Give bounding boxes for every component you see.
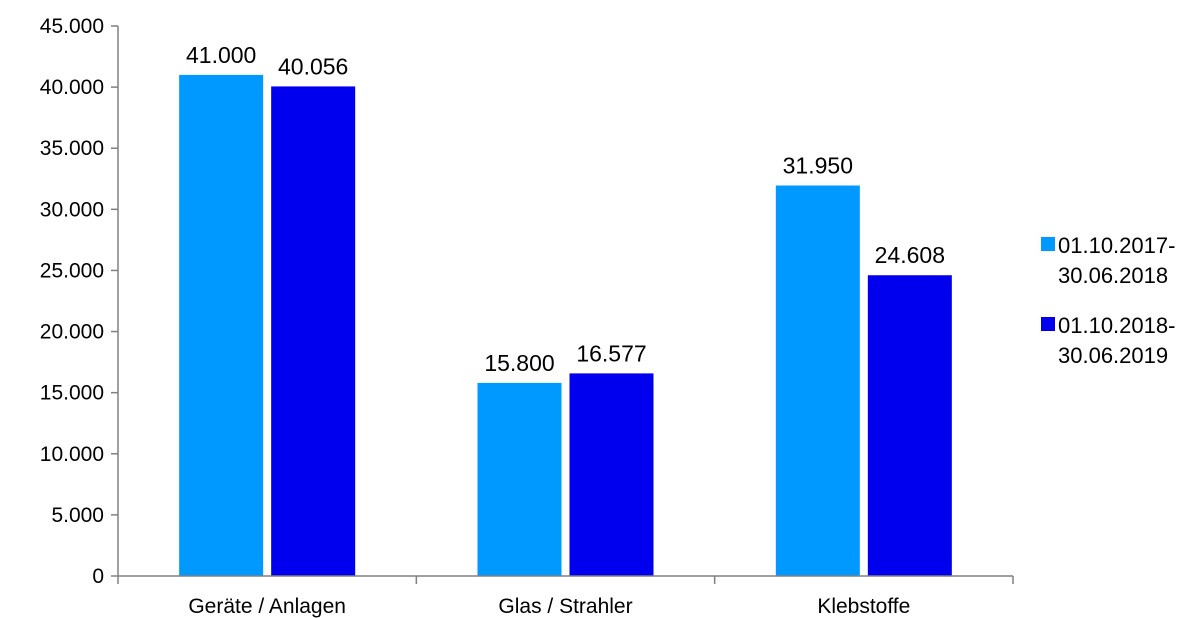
legend-label: 01.10.2017- — [1058, 233, 1175, 258]
y-tick-label: 25.000 — [40, 259, 104, 282]
x-category-label: Klebstoffe — [817, 595, 910, 618]
y-tick-label: 10.000 — [40, 443, 104, 466]
y-tick-label: 0 — [92, 565, 104, 588]
axes-group — [117, 26, 1013, 577]
bars-group — [179, 74, 952, 576]
bar-value-label: 16.577 — [576, 340, 646, 366]
bar — [775, 185, 860, 576]
legend-label: 01.10.2018- — [1058, 313, 1175, 338]
bar — [271, 86, 356, 576]
legend: 01.10.2017- 30.06.2018 01.10.2018- 30.06.20… — [1041, 233, 1175, 368]
y-tick-label: 30.000 — [40, 198, 104, 221]
x-category-label: Geräte / Anlagen — [188, 595, 346, 618]
bar-value-label: 31.950 — [783, 153, 853, 179]
legend-label: 30.06.2019 — [1058, 343, 1168, 368]
x-ticks-group: Geräte / Anlagen Glas / Strahler Klebstoff… — [117, 576, 1014, 618]
data-labels-group: 41.000 40.056 15.800 16.577 31.950 24.608 — [186, 42, 945, 376]
y-tick-label: 40.000 — [40, 76, 104, 99]
legend-swatch — [1041, 237, 1055, 251]
y-tick-label: 15.000 — [40, 382, 104, 405]
bar — [477, 382, 562, 576]
y-tick-label: 20.000 — [40, 321, 104, 344]
bar — [569, 373, 654, 576]
bar — [179, 74, 264, 576]
legend-label: 30.06.2018 — [1058, 263, 1168, 288]
bar-value-label: 15.800 — [484, 350, 554, 376]
bar-value-label: 40.056 — [278, 53, 348, 79]
y-tick-label: 45.000 — [40, 15, 104, 38]
y-tick-label: 5.000 — [51, 504, 104, 527]
x-category-label: Glas / Strahler — [498, 595, 632, 618]
y-tick-label: 35.000 — [40, 137, 104, 160]
bar-value-label: 24.608 — [875, 242, 945, 268]
bar — [867, 275, 952, 576]
y-ticks-group: 0 5.000 10.000 15.000 20.000 25.000 30.000 35.0… — [40, 15, 118, 588]
legend-swatch — [1041, 317, 1055, 331]
bar-value-label: 41.000 — [186, 42, 256, 68]
